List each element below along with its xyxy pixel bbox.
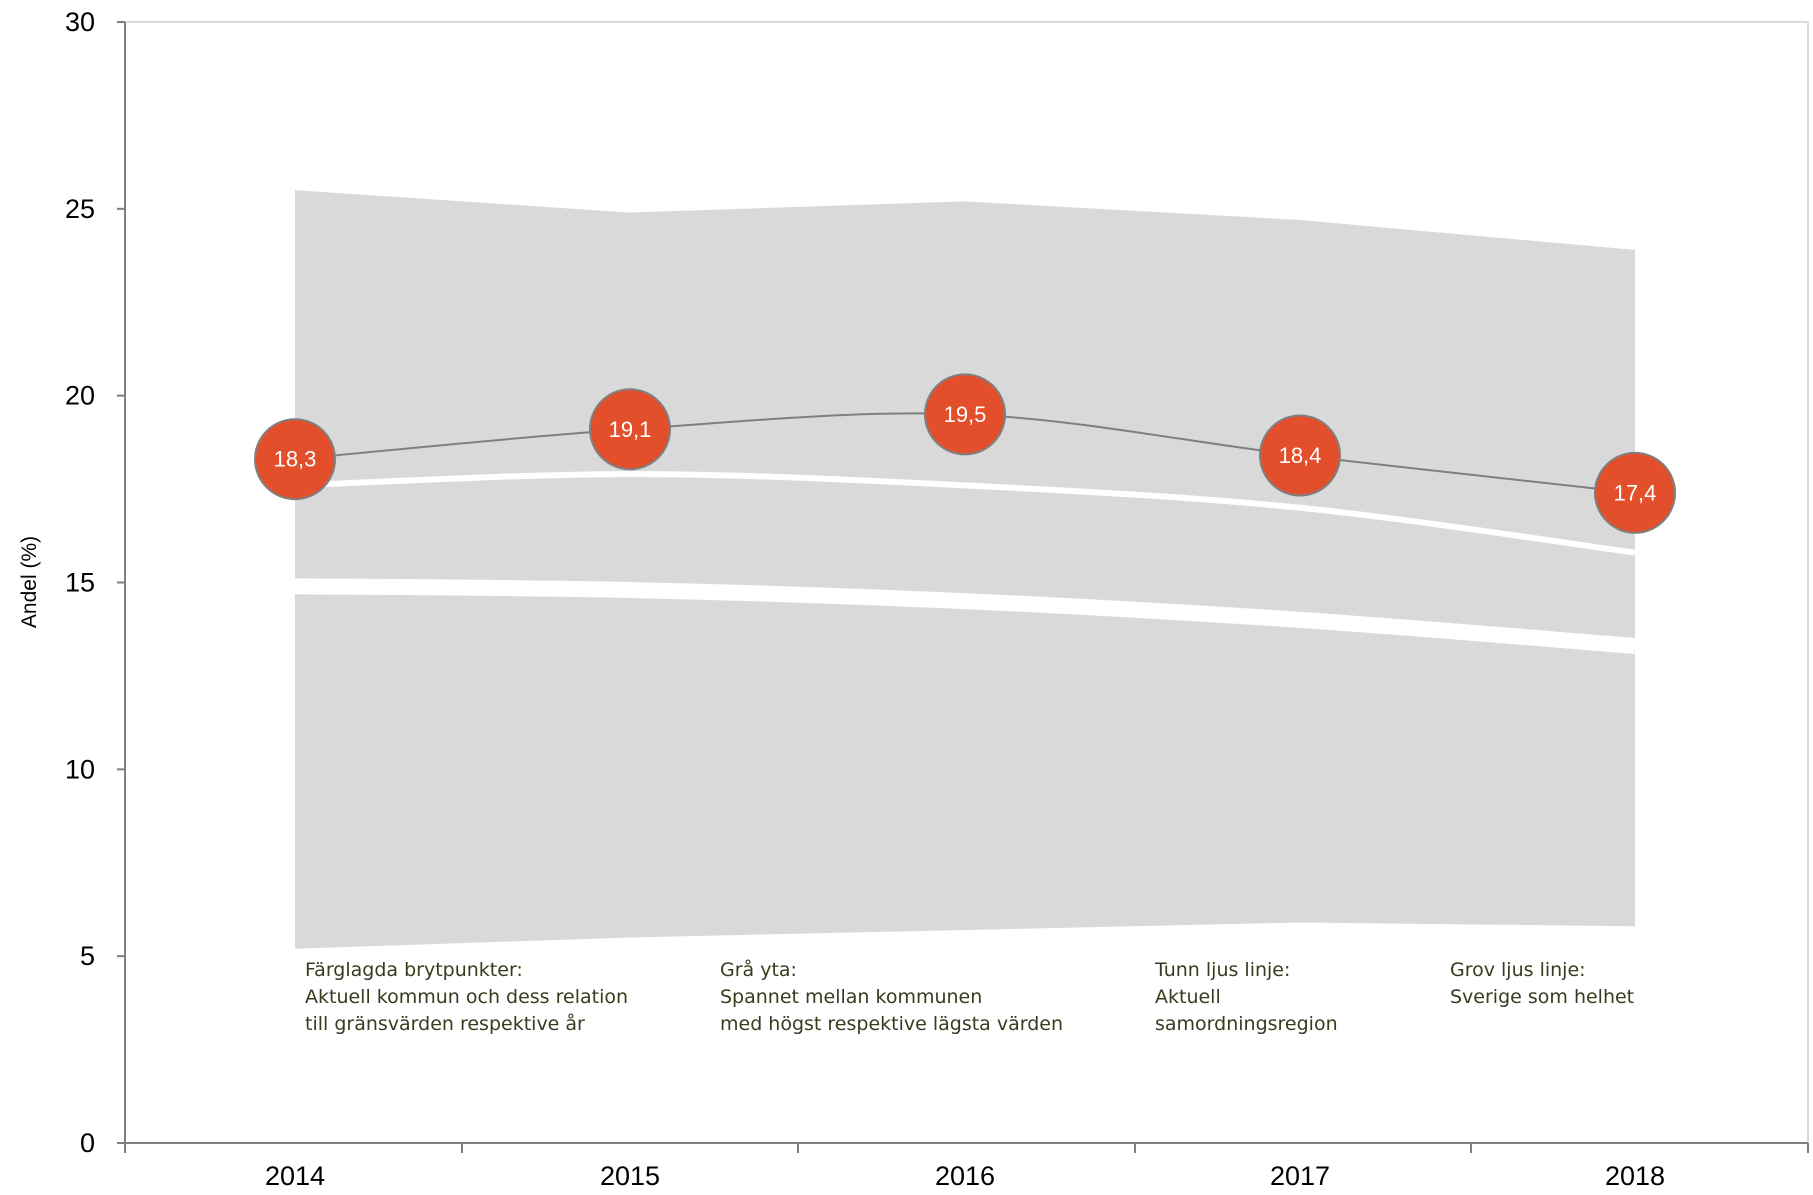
- y-tick-label: 5: [80, 941, 95, 971]
- annotation-note: Grå yta: Spannet mellan kommunen med högst…: [720, 958, 1063, 1035]
- data-label: 19,1: [609, 417, 652, 442]
- y-tick-label: 0: [80, 1128, 95, 1158]
- y-tick-label: 20: [65, 381, 95, 411]
- range-band-area: [295, 190, 1635, 949]
- breakpoint-marker: [924, 373, 1006, 456]
- breakpoint-marker: [254, 418, 336, 501]
- x-ticks: 2014 2015 2016 2017 2018: [124, 1143, 1809, 1191]
- y-tick-label: 30: [65, 7, 95, 37]
- x-tick-label: 2018: [1605, 1161, 1665, 1191]
- x-tick-label: 2015: [600, 1161, 660, 1191]
- annotations: Färglagda brytpunkter: Aktuell kommun och…: [305, 958, 1634, 1035]
- data-label: 19,5: [944, 402, 987, 427]
- annotation-note: Tunn ljus linje: Aktuell samordningsregion: [1154, 959, 1338, 1035]
- x-tick-label: 2014: [265, 1161, 325, 1191]
- data-label: 18,4: [1279, 443, 1322, 468]
- data-label: 17,4: [1614, 480, 1657, 505]
- x-tick-label: 2017: [1270, 1161, 1330, 1191]
- y-tick-label: 25: [65, 194, 95, 224]
- breakpoint-markers: 18,3 19,1 19,5 18,4 17,4: [254, 373, 1676, 534]
- breakpoint-marker: [1594, 451, 1676, 534]
- y-tick-label: 10: [65, 754, 95, 784]
- annotation-note: Färglagda brytpunkter: Aktuell kommun och…: [305, 959, 628, 1035]
- x-tick-label: 2016: [935, 1161, 995, 1191]
- annotation-note: Grov ljus linje: Sverige som helhet: [1450, 959, 1634, 1008]
- breakpoint-marker: [1259, 414, 1341, 497]
- y-axis-title: Andel (%): [18, 536, 41, 628]
- data-label: 18,3: [274, 447, 317, 472]
- breakpoint-marker: [589, 388, 671, 471]
- range-band-layer: [295, 190, 1635, 949]
- y-tick-label: 15: [65, 568, 95, 598]
- thick-light-line: [294, 578, 1636, 654]
- thin-light-line: [294, 471, 1636, 556]
- y-ticks: 0 5 10 15 20 25 30: [65, 7, 125, 1158]
